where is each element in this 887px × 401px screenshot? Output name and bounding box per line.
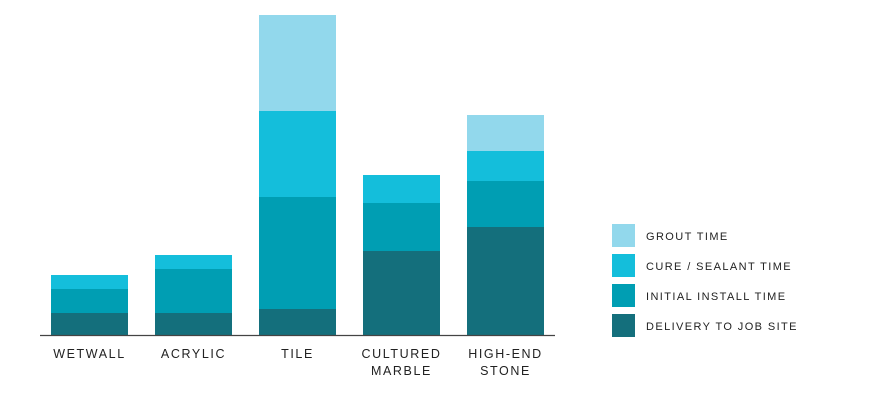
bar-segment-high-end-stone-4 [467, 115, 544, 151]
legend-swatch [612, 314, 635, 337]
x-tick-label: TILE [281, 347, 314, 361]
bar-segment-high-end-stone-2 [467, 181, 544, 227]
bar-segment-tile-2 [259, 197, 336, 309]
legend: GROUT TIME CURE / SEALANT TIME INITIAL INS… [612, 224, 798, 337]
bar-segment-tile-4 [259, 15, 336, 111]
x-tick-label: HIGH-END [468, 347, 543, 361]
bar-segment-wetwall-1 [51, 313, 128, 335]
legend-swatch [612, 224, 635, 247]
bar-segment-high-end-stone-1 [467, 227, 544, 335]
legend-label: GROUT TIME [646, 231, 729, 243]
legend-label: DELIVERY TO JOB SITE [646, 321, 798, 333]
bar-segment-acrylic-3 [155, 255, 232, 269]
bar-segment-wetwall-2 [51, 289, 128, 313]
legend-label: CURE / SEALANT TIME [646, 261, 792, 273]
bar-segment-tile-3 [259, 111, 336, 197]
x-tick-label: WETWALL [53, 347, 126, 361]
bar-segment-acrylic-2 [155, 269, 232, 313]
x-axis-labels: WETWALL ACRYLIC TILE CULTURED MARBLE HIGH-END… [53, 347, 543, 378]
legend-swatch [612, 284, 635, 307]
bar-segment-cultured-marble-1 [363, 251, 440, 335]
bar-segment-high-end-stone-3 [467, 151, 544, 181]
legend-label: INITIAL INSTALL TIME [646, 291, 786, 303]
bar-segment-cultured-marble-3 [363, 175, 440, 203]
bar-segment-tile-1 [259, 309, 336, 335]
x-tick-label: STONE [480, 364, 531, 378]
legend-swatch [612, 254, 635, 277]
x-tick-label: MARBLE [371, 364, 432, 378]
x-tick-label: ACRYLIC [161, 347, 226, 361]
bar-segment-cultured-marble-2 [363, 203, 440, 251]
bar-segment-wetwall-3 [51, 275, 128, 289]
bars-group [51, 15, 544, 335]
x-tick-label: CULTURED [362, 347, 442, 361]
bar-segment-acrylic-1 [155, 313, 232, 335]
